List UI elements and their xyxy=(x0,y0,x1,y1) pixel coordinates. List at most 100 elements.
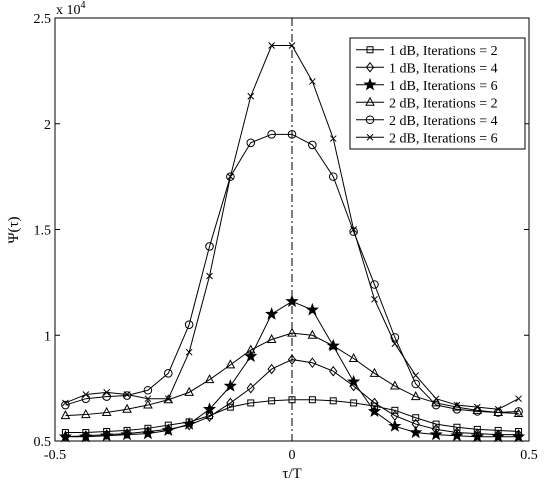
legend-label: 1 dB, Iterations = 4 xyxy=(389,61,498,76)
data-point xyxy=(494,405,502,413)
legend-label: 1 dB, Iterations = 6 xyxy=(389,79,498,94)
data-point xyxy=(287,327,297,337)
legend-item: 2 dB, Iterations = 2 xyxy=(356,96,498,111)
data-point xyxy=(226,403,234,411)
data-point xyxy=(371,295,378,303)
data-point xyxy=(411,379,421,389)
axis-ticks: -0.5 0 0.5 0.5 1 1.5 2 2.5 xyxy=(34,12,538,463)
x-tick-label: 0.5 xyxy=(520,448,538,463)
data-point xyxy=(103,389,111,396)
data-point xyxy=(308,357,317,369)
data-point xyxy=(223,379,237,392)
data-point xyxy=(164,395,172,403)
legend-marker xyxy=(366,46,374,54)
data-point xyxy=(287,130,297,139)
data-point xyxy=(82,391,90,398)
legend-box xyxy=(349,37,526,150)
series-square xyxy=(61,396,523,437)
y-tick-label: 2 xyxy=(44,118,51,133)
data-point xyxy=(328,172,338,181)
data-point xyxy=(184,320,194,329)
y-exponent-label: x 104 xyxy=(56,0,86,18)
legend-item: 2 dB, Iterations = 4 xyxy=(356,114,498,129)
data-point xyxy=(410,391,421,401)
legend-label: 2 dB, Iterations = 4 xyxy=(389,114,498,129)
data-point xyxy=(246,138,256,148)
data-point xyxy=(305,302,319,316)
data-point xyxy=(265,307,279,320)
data-point xyxy=(184,386,194,396)
data-point xyxy=(268,397,276,405)
data-point xyxy=(80,409,91,419)
series-line xyxy=(65,332,519,417)
data-point xyxy=(226,397,235,409)
data-point xyxy=(122,428,132,439)
legend-item: 1 dB, Iterations = 6 xyxy=(356,77,498,94)
data-point xyxy=(164,424,173,435)
data-point xyxy=(350,226,357,233)
data-point xyxy=(205,411,214,422)
legend-label: 1 dB, Iterations = 2 xyxy=(389,44,498,59)
data-point xyxy=(144,395,152,403)
legend-label: 2 dB, Iterations = 2 xyxy=(389,96,498,111)
legend-item: 2 dB, Iterations = 6 xyxy=(356,131,498,146)
data-point xyxy=(450,428,464,442)
data-point xyxy=(285,294,299,308)
data-point xyxy=(412,372,420,379)
series-line xyxy=(65,399,519,434)
data-point xyxy=(308,396,316,404)
data-point xyxy=(205,242,214,251)
data-point xyxy=(267,130,276,139)
data-point xyxy=(61,400,70,410)
legend-marker xyxy=(365,96,375,106)
data-point xyxy=(328,340,339,350)
data-point xyxy=(79,429,93,443)
data-point xyxy=(367,404,382,418)
data-point xyxy=(227,173,234,180)
data-point xyxy=(347,374,361,388)
data-point xyxy=(120,427,134,441)
data-point xyxy=(247,399,255,407)
legend-marker xyxy=(365,61,375,73)
data-point xyxy=(143,399,153,409)
data-point xyxy=(431,400,441,410)
data-point xyxy=(161,423,175,437)
data-point xyxy=(123,391,131,398)
y-tick-label: 1.5 xyxy=(34,224,52,239)
data-point xyxy=(473,403,481,411)
data-point xyxy=(100,428,114,442)
legend-label: 2 dB, Iterations = 6 xyxy=(389,131,498,146)
data-point xyxy=(514,407,523,416)
data-point xyxy=(388,419,402,432)
data-point xyxy=(122,403,132,413)
data-point xyxy=(226,172,235,181)
data-point xyxy=(329,135,337,142)
data-point xyxy=(62,399,69,407)
data-point xyxy=(515,395,522,403)
data-point xyxy=(390,333,400,342)
data-point xyxy=(268,42,275,49)
data-point xyxy=(307,329,318,339)
data-point xyxy=(182,417,196,430)
data-point xyxy=(370,280,379,289)
data-point xyxy=(409,425,423,439)
x-tick-label: -0.5 xyxy=(44,448,66,463)
data-point xyxy=(102,429,111,440)
data-point xyxy=(491,429,505,443)
data-point xyxy=(246,382,255,394)
data-point xyxy=(308,140,317,150)
data-point xyxy=(60,410,71,420)
y-tick-label: 0.5 xyxy=(34,435,52,450)
y-tick-label: 2.5 xyxy=(34,12,52,27)
y-tick-label: 1 xyxy=(44,329,51,344)
data-point xyxy=(309,78,316,85)
series-line xyxy=(65,359,519,438)
data-point xyxy=(204,374,215,384)
x-axis-label: τ/T xyxy=(282,466,301,482)
series-star xyxy=(58,294,526,443)
data-point xyxy=(101,406,112,416)
data-point xyxy=(244,349,258,363)
series-layer xyxy=(58,42,526,443)
data-point xyxy=(58,429,73,443)
